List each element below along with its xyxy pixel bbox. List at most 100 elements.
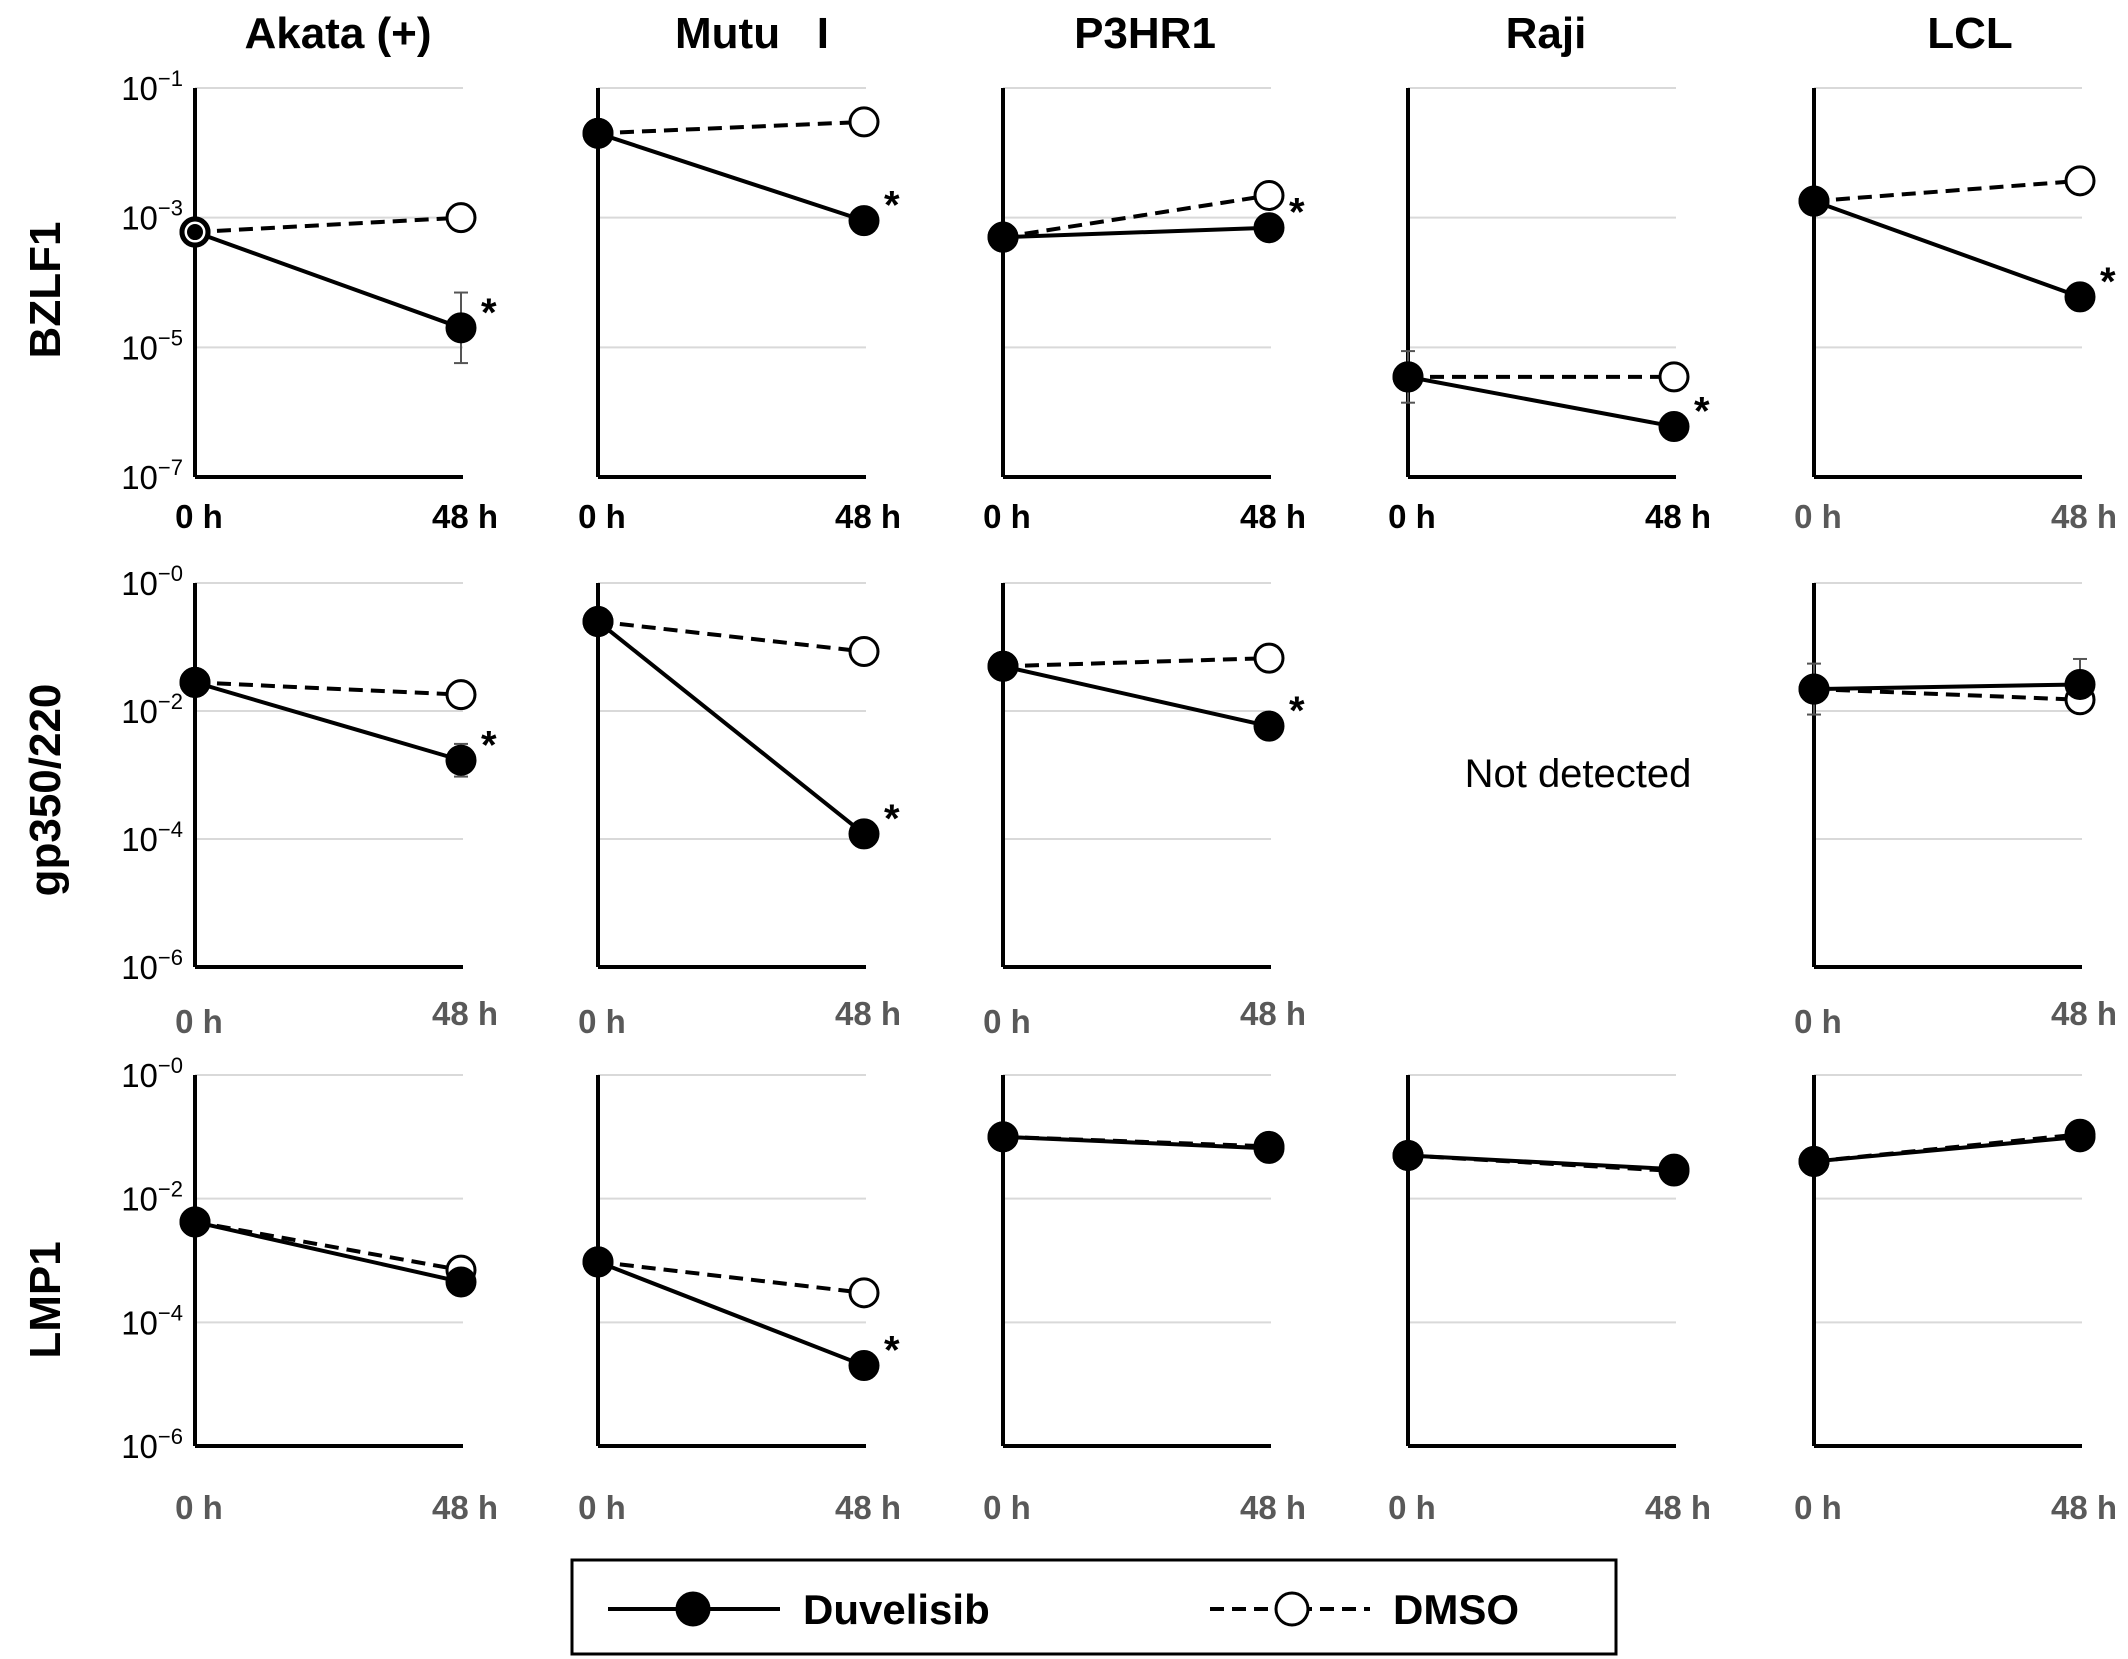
series-line-dmso: [1813, 178, 2081, 204]
x-tick-label: 48 h: [835, 995, 901, 1032]
x-tick-label: 0 h: [983, 1489, 1031, 1526]
x-tick-label: 0 h: [578, 1489, 626, 1526]
x-tick-label: 48 h: [2051, 1489, 2117, 1526]
y-tick-label: 10−6: [121, 1424, 183, 1465]
panel-r2-c0: 10−0 10−2 10−4 10−6 0 h 48 h: [121, 1053, 498, 1526]
x-tick-label: 0 h: [175, 498, 223, 535]
panel-r0-c0: 10−1 10−3 10−5 10−70 h 48 h *: [121, 66, 498, 535]
row-titles: BZLF1 gp350/220 LMP1: [21, 222, 70, 1359]
not-detected-label: Not detected: [1465, 752, 1692, 796]
row-title-gp350: gp350/220: [21, 684, 70, 897]
legend-duvelisib-label: Duvelisib: [803, 1586, 990, 1633]
legend-dmso-marker: [1274, 1591, 1310, 1627]
point-duvelisib: [848, 205, 880, 237]
legend-duvelisib-marker: [675, 1591, 711, 1627]
series-line-duvelisib: [1813, 1134, 2081, 1164]
point-duvelisib: [445, 744, 477, 776]
point-duvelisib: [582, 606, 614, 638]
x-tick-label: 0 h: [983, 1003, 1031, 1040]
point-dmso: [848, 1277, 880, 1309]
point-duvelisib: [179, 666, 211, 698]
point-duvelisib: [2064, 1121, 2096, 1153]
y-tick-label: 10−4: [121, 817, 183, 858]
column-title-p3hr1: P3HR1: [1074, 9, 1216, 58]
point-dmso: [2064, 165, 2096, 197]
point-duvelisib: [2064, 281, 2096, 313]
y-tick-label: 10−1: [121, 66, 183, 107]
x-tick-label: 48 h: [1645, 498, 1711, 535]
row-title-bzlf1: BZLF1: [21, 222, 70, 359]
point-duvelisib: [2064, 668, 2096, 700]
series-line-dmso: [597, 619, 865, 654]
y-tick-label: 10−2: [121, 689, 183, 730]
x-tick-label: 48 h: [2051, 498, 2117, 535]
point-duvelisib: [1658, 411, 1690, 443]
series-line-duvelisib: [194, 230, 462, 330]
series-line-dmso: [1002, 656, 1270, 669]
series-line-duvelisib: [194, 1220, 462, 1284]
panel-r1-c2: 0 h 48 h *: [983, 582, 1306, 1040]
point-duvelisib: [1798, 185, 1830, 217]
x-tick-label: 0 h: [578, 1003, 626, 1040]
point-dmso: [1253, 642, 1285, 674]
series-line-dmso: [1002, 193, 1270, 240]
point-duvelisib: [1798, 1145, 1830, 1177]
panel-r0-c1: 0 h 48 h *: [578, 87, 901, 535]
panel-r2-c3: 0 h 48 h: [1388, 1074, 1711, 1526]
series-line-dmso: [597, 119, 865, 136]
x-tick-label: 48 h: [432, 995, 498, 1032]
series-line-duvelisib: [597, 1260, 865, 1368]
series-line-duvelisib: [1002, 225, 1270, 240]
x-tick-label: 0 h: [983, 498, 1031, 535]
series-line-duvelisib: [1407, 374, 1675, 429]
point-dmso: [848, 636, 880, 668]
panel-r0-c3: 0 h 48 h *: [1388, 87, 1711, 535]
significance-marker: *: [481, 291, 497, 335]
point-duvelisib: [1392, 361, 1424, 393]
panels: 10−110−310−510−70 h 48 h*0 h 48 h*0 h 48 h*…: [121, 66, 2117, 1526]
series-line-dmso: [597, 1259, 865, 1295]
x-tick-label: 48 h: [432, 1489, 498, 1526]
series-line-duvelisib: [597, 131, 865, 223]
point-duvelisib: [1253, 212, 1285, 244]
series-line-dmso: [194, 680, 462, 697]
significance-marker: *: [1289, 689, 1305, 733]
series-line-duvelisib: [1002, 664, 1270, 729]
significance-marker: *: [884, 1329, 900, 1373]
y-tick-label: 10−7: [121, 455, 183, 496]
x-tick-label: 0 h: [1794, 1489, 1842, 1526]
point-duvelisib: [848, 818, 880, 850]
x-tick-label: 0 h: [1388, 498, 1436, 535]
legend: Duvelisib DMSO: [570, 1558, 1618, 1656]
series-line-duvelisib: [1813, 199, 2081, 299]
x-tick-label: 0 h: [175, 1003, 223, 1040]
point-duvelisib: [987, 221, 1019, 253]
point-duvelisib: [179, 1206, 211, 1238]
significance-marker: *: [884, 797, 900, 841]
x-tick-label: 0 h: [175, 1489, 223, 1526]
legend-dmso-label: DMSO: [1393, 1586, 1519, 1633]
x-tick-label: 48 h: [835, 1489, 901, 1526]
point-duvelisib: [1253, 710, 1285, 742]
series-line-duvelisib: [596, 619, 866, 836]
row-title-lmp1: LMP1: [21, 1241, 70, 1358]
x-tick-label: 48 h: [1240, 1489, 1306, 1526]
x-tick-label: 0 h: [1794, 1003, 1842, 1040]
point-duvelisib: [1392, 1139, 1424, 1171]
series-line-duvelisib: [1002, 1134, 1270, 1151]
series-line-dmso: [194, 215, 462, 235]
series-line-duvelisib: [1813, 682, 2081, 692]
significance-marker: *: [1694, 390, 1710, 434]
y-tick-label: 10−2: [121, 1177, 183, 1218]
point-duvelisib: [1253, 1132, 1285, 1164]
point-dmso: [445, 679, 477, 711]
x-tick-label: 48 h: [1240, 995, 1306, 1032]
y-tick-label: 10−0: [121, 561, 183, 602]
point-duvelisib: [987, 650, 1019, 682]
panel-r1-c4: 0 h 48 h: [1794, 582, 2117, 1040]
y-tick-label: 10−4: [121, 1300, 183, 1341]
significance-marker: *: [884, 184, 900, 228]
x-tick-label: 0 h: [1388, 1489, 1436, 1526]
column-title-raji: Raji: [1506, 9, 1587, 58]
